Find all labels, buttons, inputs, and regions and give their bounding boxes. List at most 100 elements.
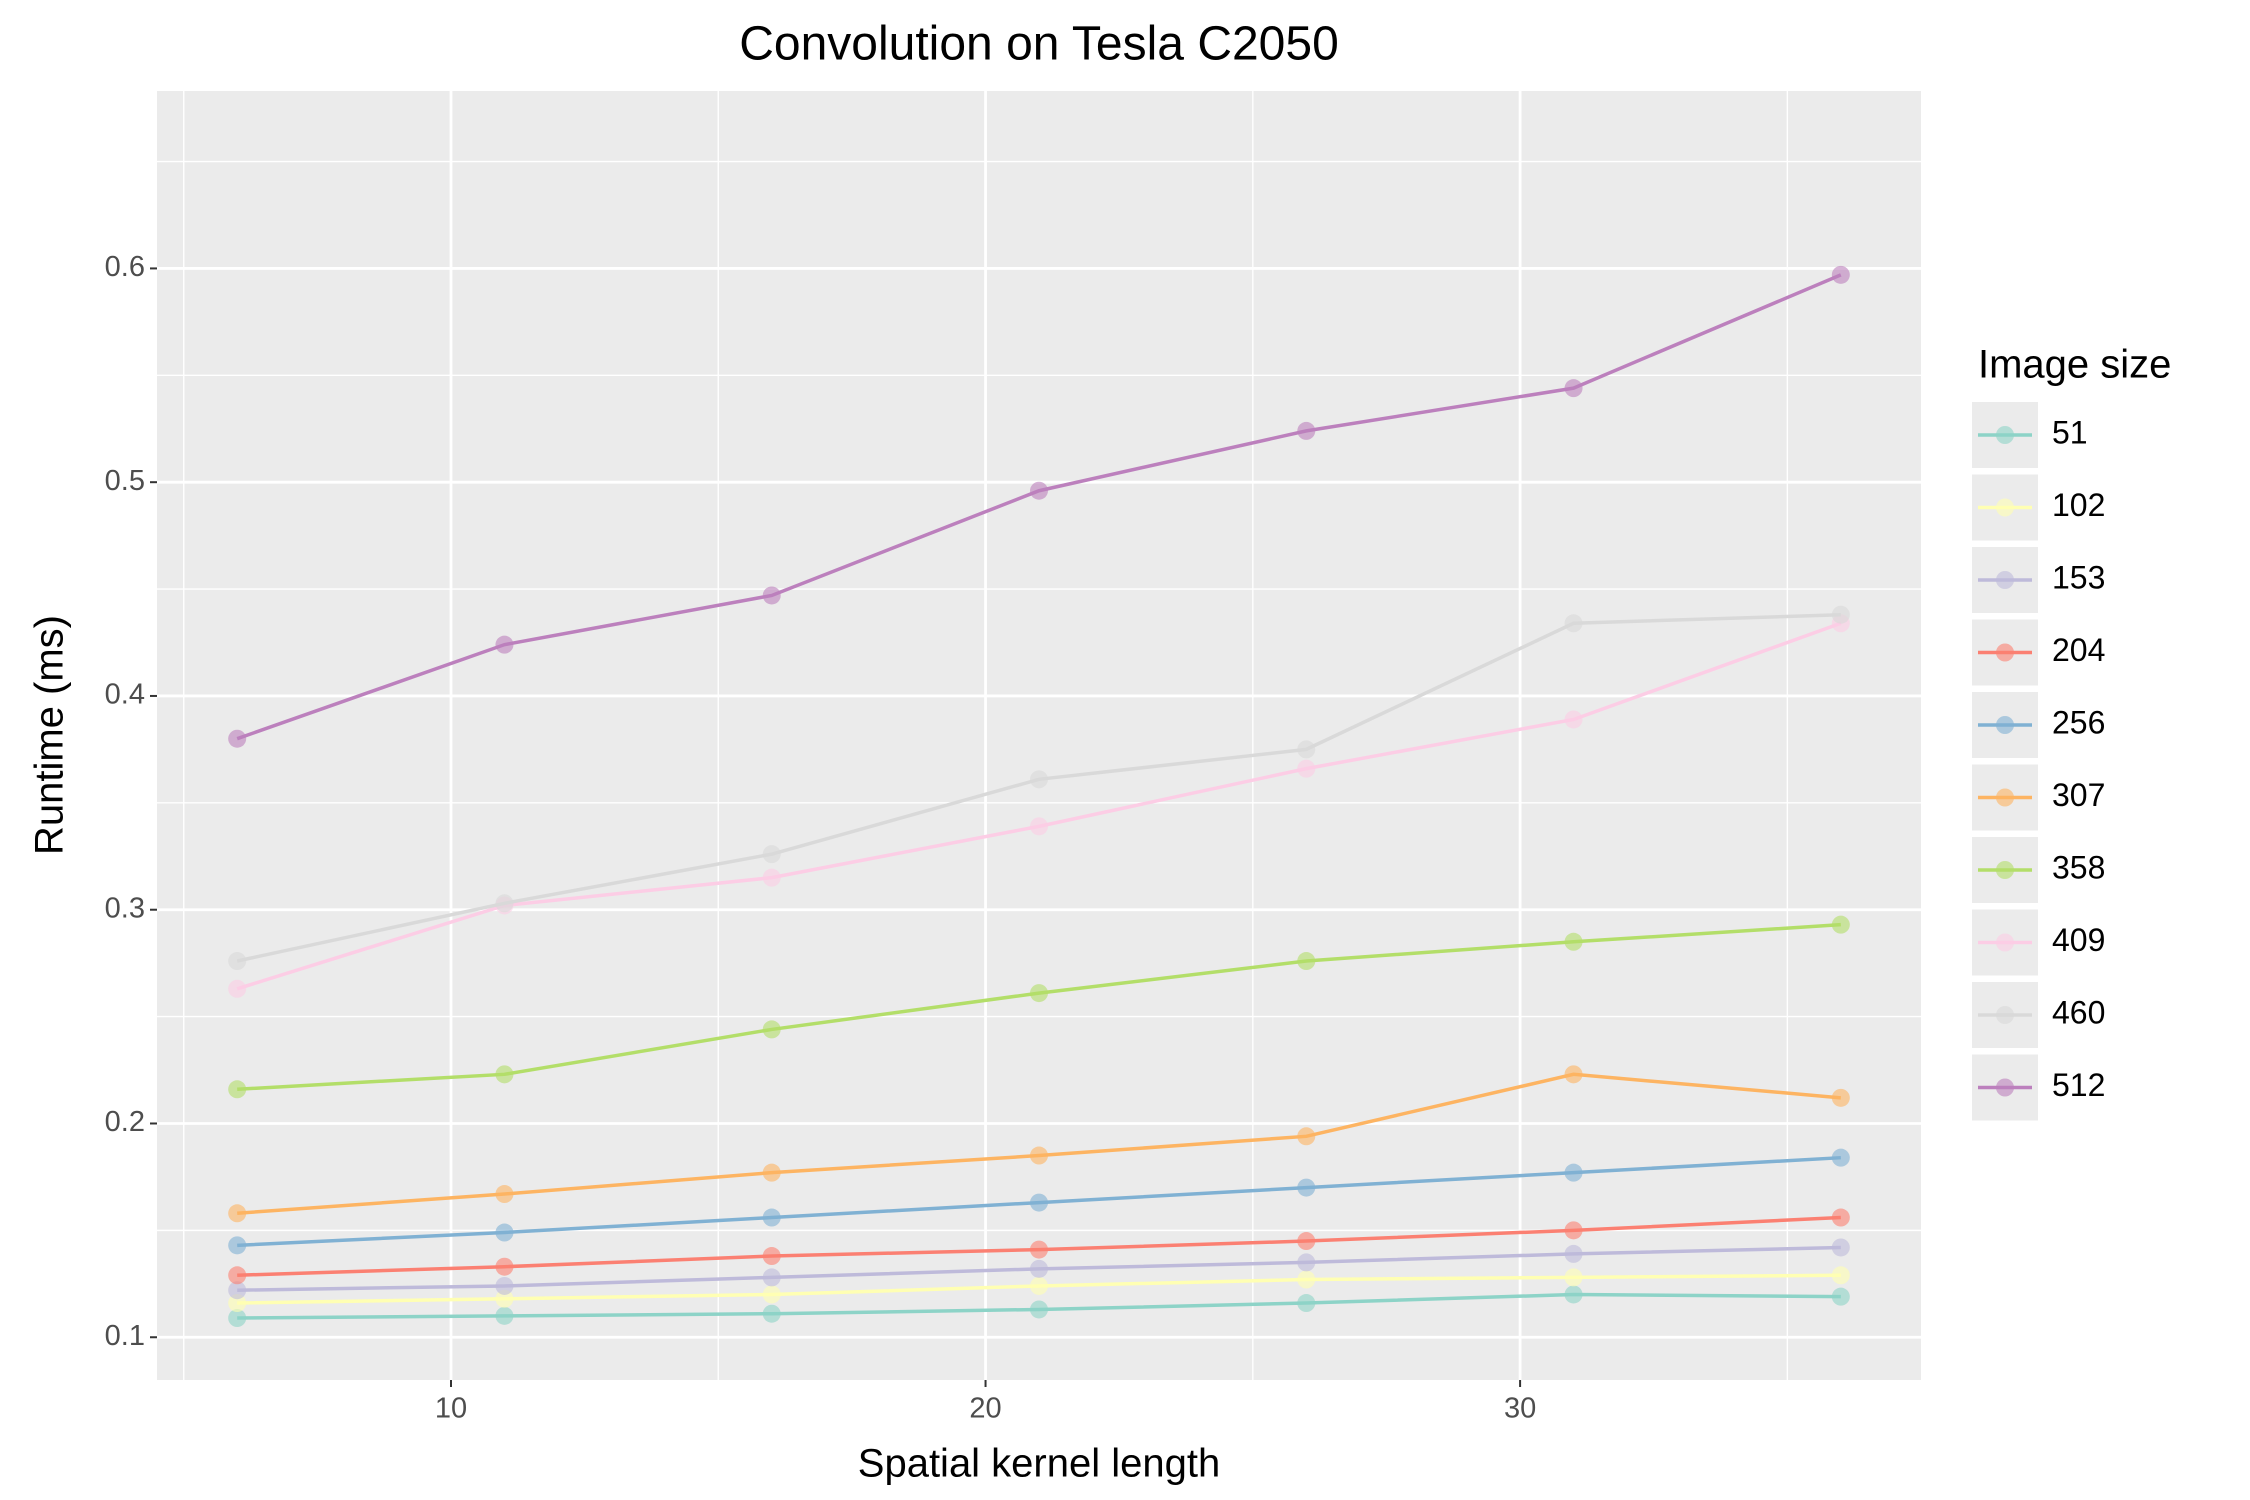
legend-title: Image size [1978, 343, 2171, 387]
data-point [1030, 481, 1048, 500]
data-point [228, 952, 247, 971]
data-point [1030, 1193, 1048, 1212]
data-point [228, 1281, 247, 1300]
data-point [1297, 1294, 1316, 1313]
data-point [228, 1080, 247, 1099]
data-point [495, 1065, 514, 1084]
data-point [1831, 1148, 1850, 1167]
data-point [762, 1247, 781, 1266]
legend-label: 512 [2052, 1067, 2105, 1103]
data-point [1831, 1266, 1850, 1285]
data-point [1030, 1146, 1048, 1165]
data-point [495, 1306, 514, 1325]
data-point [1564, 1221, 1583, 1240]
data-point [228, 729, 247, 748]
data-point [495, 635, 514, 654]
data-point [228, 979, 247, 998]
data-point [1030, 1240, 1048, 1259]
data-point [495, 1257, 514, 1276]
x-tick-label: 30 [1504, 1393, 1536, 1425]
data-point [228, 1204, 247, 1223]
data-point [762, 1163, 781, 1182]
data-point [762, 868, 781, 887]
data-point [1564, 1268, 1583, 1287]
x-tick-label: 10 [435, 1393, 467, 1425]
legend-label: 409 [2052, 922, 2105, 958]
legend-point [1996, 498, 2014, 517]
legend-label: 204 [2052, 632, 2105, 668]
data-point [1297, 421, 1316, 440]
legend-point [1996, 571, 2014, 589]
chart-title: Convolution on Tesla C2050 [739, 18, 1339, 71]
data-point [1831, 605, 1850, 624]
data-point [1030, 817, 1048, 836]
data-point [1831, 1088, 1850, 1107]
data-point [762, 1268, 781, 1287]
data-point [1297, 1253, 1316, 1272]
legend-point [1996, 1006, 2014, 1024]
data-point [1564, 1065, 1583, 1084]
data-point [228, 1309, 247, 1328]
data-point [1831, 915, 1850, 934]
legend-label: 102 [2052, 487, 2105, 523]
y-tick-label: 0.2 [105, 1106, 145, 1138]
data-point [1030, 1300, 1048, 1319]
legend-label: 307 [2052, 777, 2105, 813]
data-point [1831, 1208, 1850, 1227]
legend-point [1996, 861, 2014, 879]
data-point [1564, 614, 1583, 633]
y-tick-label: 0.3 [105, 892, 145, 924]
data-point [495, 894, 514, 913]
data-point [762, 1020, 781, 1039]
y-tick-label: 0.5 [105, 465, 145, 497]
data-point [1831, 1238, 1850, 1257]
y-tick-label: 0.6 [105, 251, 145, 283]
data-point [1030, 770, 1048, 789]
y-tick-label: 0.1 [105, 1320, 145, 1352]
data-point [1297, 759, 1316, 778]
data-point [495, 1185, 514, 1204]
x-tick-label: 20 [969, 1393, 1001, 1425]
data-point [762, 1285, 781, 1304]
data-point [762, 1208, 781, 1227]
data-point [1297, 1270, 1316, 1289]
panel [157, 91, 1921, 1380]
data-point [1297, 952, 1316, 971]
data-point [495, 1223, 514, 1242]
data-point [1564, 1244, 1583, 1263]
legend-point [1996, 1078, 2014, 1097]
data-point [1564, 379, 1583, 398]
data-point [1297, 1232, 1316, 1251]
legend-point [1996, 716, 2014, 734]
data-point [762, 1304, 781, 1323]
data-point [762, 845, 781, 864]
legend-point [1996, 933, 2014, 952]
legend-label: 51 [2052, 414, 2088, 450]
data-point [228, 1236, 247, 1255]
data-point [495, 1289, 514, 1308]
data-point [1831, 265, 1850, 284]
legend-point [1996, 643, 2014, 662]
data-point [1564, 932, 1583, 951]
legend-label: 256 [2052, 704, 2105, 740]
data-point [228, 1266, 247, 1285]
data-point [495, 1276, 514, 1295]
data-point [1297, 1127, 1316, 1146]
x-axis-label: Spatial kernel length [858, 1442, 1220, 1486]
y-tick-label: 0.4 [105, 679, 145, 711]
legend-label: 460 [2052, 994, 2105, 1030]
data-point [1564, 1163, 1583, 1182]
data-point [1030, 1276, 1048, 1295]
data-point [1030, 984, 1048, 1003]
data-point [228, 1294, 247, 1313]
data-point [762, 586, 781, 605]
data-point [1297, 740, 1316, 759]
y-axis-label: Runtime (ms) [28, 615, 72, 855]
data-point [1831, 1287, 1850, 1306]
data-point [1297, 1178, 1316, 1197]
data-point [1030, 1259, 1048, 1278]
legend-label: 358 [2052, 849, 2105, 885]
legend-point [1996, 788, 2014, 807]
legend-point [1996, 426, 2014, 444]
